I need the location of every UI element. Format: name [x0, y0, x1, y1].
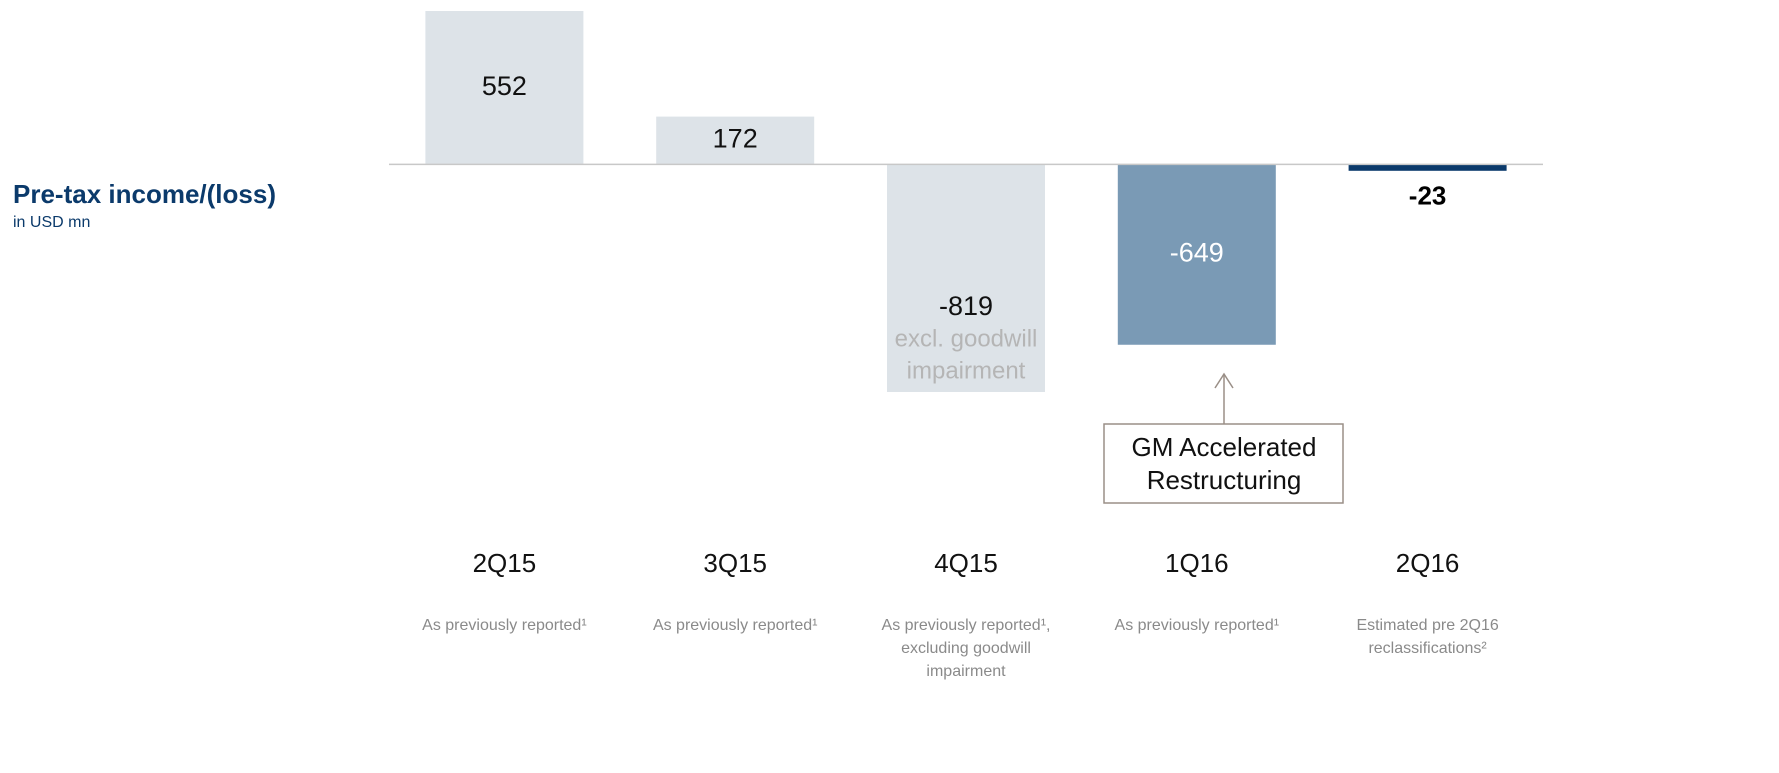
value-label: -649 [1170, 238, 1224, 268]
value-label: 172 [713, 124, 758, 154]
value-label: -819 [939, 291, 993, 321]
chart-subtitle: in USD mn [13, 214, 90, 231]
category-note: As previously reported¹ [1115, 617, 1280, 634]
value-label: 552 [482, 71, 527, 101]
value-sublabel: impairment [907, 357, 1026, 384]
category-note: excluding goodwill [901, 640, 1031, 657]
category-note: reclassifications² [1368, 640, 1487, 657]
category-note: Estimated pre 2Q16 [1356, 617, 1498, 634]
bar [656, 116, 815, 165]
annotation-arrowhead [1214, 372, 1234, 389]
bar [1117, 164, 1276, 345]
x-tick-label: 2Q16 [1396, 548, 1460, 578]
value-label: -23 [1409, 181, 1447, 211]
annotation-text: GM Accelerated [1132, 432, 1317, 462]
annotation-text: Restructuring [1147, 465, 1302, 495]
category-note: As previously reported¹ [653, 617, 818, 634]
x-tick-label: 4Q15 [934, 548, 998, 578]
bar [1348, 164, 1507, 171]
x-tick-label: 1Q16 [1165, 548, 1229, 578]
category-note: impairment [926, 663, 1006, 680]
bar [425, 11, 584, 165]
x-tick-label: 2Q15 [473, 548, 537, 578]
bar [887, 164, 1045, 392]
x-tick-label: 3Q15 [703, 548, 767, 578]
category-note: As previously reported¹ [422, 617, 587, 634]
chart-title: Pre-tax income/(loss) [13, 179, 276, 209]
category-note: As previously reported¹, [882, 617, 1051, 634]
value-sublabel: excl. goodwill [895, 325, 1038, 352]
